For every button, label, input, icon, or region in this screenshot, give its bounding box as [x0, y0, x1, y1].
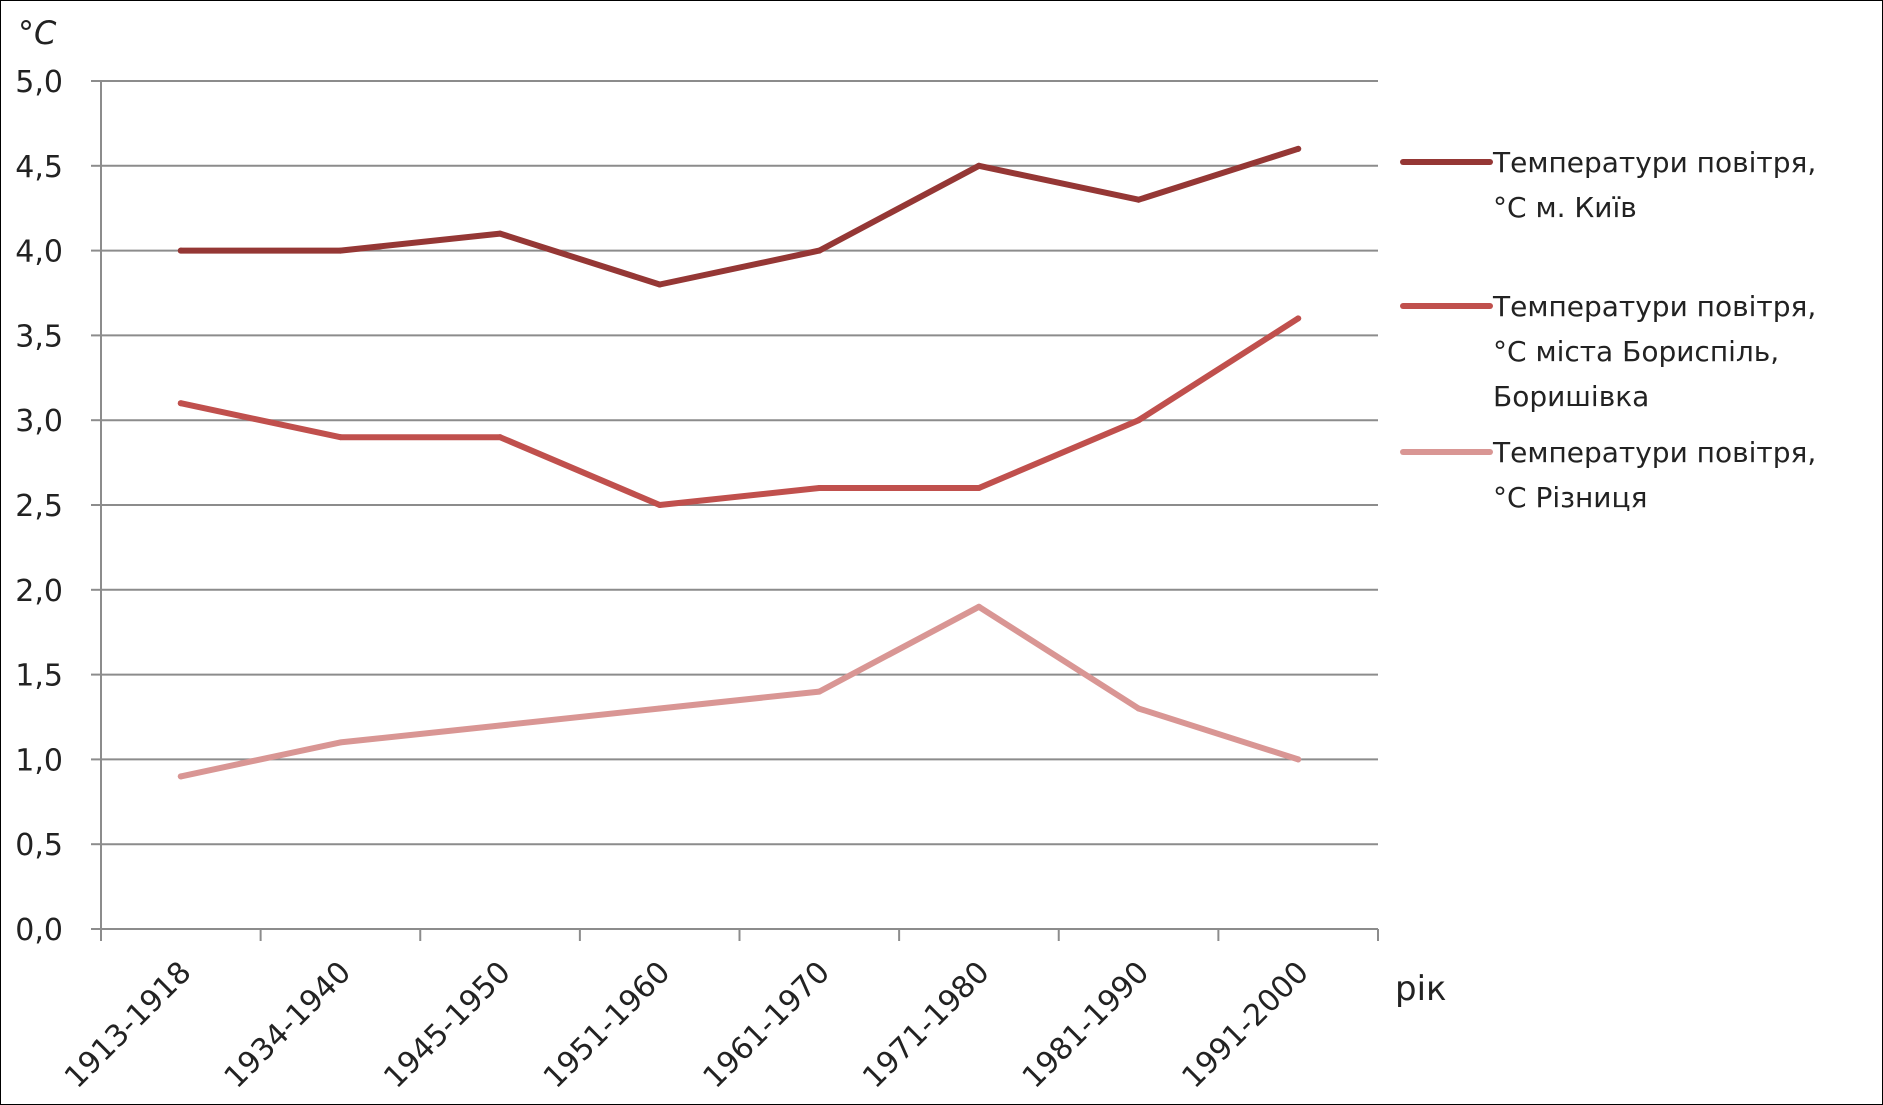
y-tick-label-2: 1,0	[15, 743, 63, 778]
x-tick-label-4: 1961-1970	[697, 955, 837, 1095]
x-tick-label-0: 1913-1918	[58, 955, 198, 1095]
data-point-s2-4	[816, 688, 823, 695]
legend-label-2-1: °С Різниця	[1493, 481, 1647, 514]
data-point-s0-3	[656, 281, 663, 288]
legend-label-2-0: Температури повітря,	[1492, 436, 1816, 469]
data-point-s0-1	[337, 247, 344, 254]
legend-label-1-2: Боришівка	[1493, 380, 1649, 413]
data-point-s1-0	[177, 400, 184, 407]
y-tick-label-10: 5,0	[15, 65, 63, 100]
x-tick-label-1: 1934-1940	[218, 955, 358, 1095]
y-axis-unit-label: °C	[18, 14, 57, 52]
data-point-s0-7	[1295, 145, 1302, 152]
x-tick-label-2: 1945-1950	[377, 955, 517, 1095]
x-tick-labels: 1913-1918 1934-1940 1945-1950 1951-1960 1961…	[58, 955, 1316, 1095]
data-point-s2-0	[177, 773, 184, 780]
x-axis-label: рік	[1395, 969, 1447, 1009]
data-point-s1-2	[497, 434, 504, 441]
legend-label-0-1: °С м. Київ	[1493, 191, 1637, 224]
data-point-s2-6	[1135, 705, 1142, 712]
data-point-s2-7	[1295, 756, 1302, 763]
legend-label-1-1: °С міста Бориспіль,	[1493, 335, 1779, 368]
gridlines	[101, 80, 1378, 846]
x-tick-label-3: 1951-1960	[537, 955, 677, 1095]
y-tick-label-0: 0,0	[15, 913, 63, 948]
data-point-s2-3	[656, 705, 663, 712]
axes	[91, 80, 1379, 941]
y-tick-label-6: 3,0	[15, 404, 63, 439]
legend: Температури повітря, °С м. Київ Температур…	[1400, 146, 1816, 514]
data-point-s1-4	[816, 485, 823, 492]
data-point-s0-0	[177, 247, 184, 254]
y-tick-label-4: 2,0	[15, 574, 63, 609]
series-line-1	[177, 315, 1302, 508]
data-point-s0-4	[816, 247, 823, 254]
data-point-s2-1	[337, 739, 344, 746]
data-point-s0-6	[1135, 196, 1142, 203]
data-point-s1-1	[337, 434, 344, 441]
series-line-0	[177, 145, 1302, 288]
data-point-s0-2	[497, 230, 504, 237]
y-tick-label-5: 2,5	[15, 489, 63, 524]
data-point-s2-5	[975, 603, 982, 610]
y-tick-labels: 0,0 0,5 1,0 1,5 2,0 2,5 3,0 3,5 4,0 4,5 5,0	[15, 65, 63, 948]
data-point-s2-2	[497, 722, 504, 729]
y-tick-label-7: 3,5	[15, 319, 63, 354]
x-tick-label-7: 1991-2000	[1175, 955, 1315, 1095]
data-point-s1-6	[1135, 417, 1142, 424]
legend-label-1-0: Температури повітря,	[1492, 290, 1816, 323]
data-point-s1-7	[1295, 315, 1302, 322]
data-point-s1-5	[975, 485, 982, 492]
y-tick-label-1: 0,5	[15, 828, 63, 863]
y-tick-label-9: 4,5	[15, 150, 63, 185]
data-point-s0-5	[975, 162, 982, 169]
y-tick-label-3: 1,5	[15, 659, 63, 694]
x-tick-label-6: 1981-1990	[1016, 955, 1156, 1095]
series-line-2	[177, 603, 1302, 780]
series-lines	[177, 145, 1302, 780]
x-tick-label-5: 1971-1980	[856, 955, 996, 1095]
data-point-s1-3	[656, 502, 663, 508]
legend-label-0-0: Температури повітря,	[1492, 146, 1816, 179]
y-tick-label-8: 4,0	[15, 235, 63, 270]
